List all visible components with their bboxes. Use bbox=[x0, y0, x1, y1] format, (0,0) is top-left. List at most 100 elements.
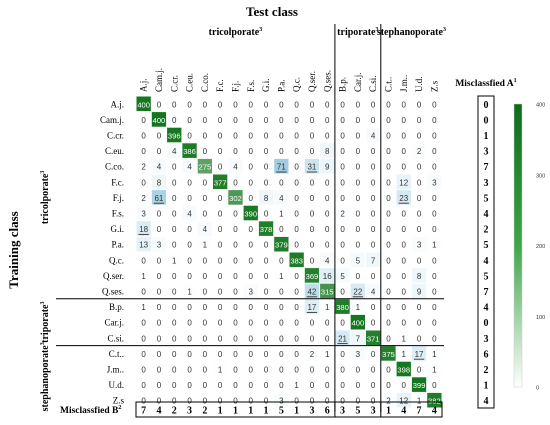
cell-value: 386 bbox=[183, 147, 196, 156]
cell-value: 0 bbox=[249, 366, 254, 375]
heatmap-cell bbox=[304, 252, 320, 268]
heatmap-cell bbox=[304, 314, 320, 330]
row-group-label: tricolporate3 bbox=[40, 171, 51, 225]
heatmap-cell bbox=[366, 392, 381, 408]
misclassified-a-value: 2 bbox=[484, 365, 489, 376]
heatmap-cell bbox=[136, 158, 151, 174]
heatmap-cell bbox=[411, 268, 427, 283]
cell-value: 0 bbox=[417, 319, 422, 328]
heatmap-cell bbox=[335, 174, 350, 190]
cell-value: 0 bbox=[356, 132, 361, 141]
misclassified-a-value: 1 bbox=[484, 381, 489, 392]
cell-value: 0 bbox=[218, 350, 223, 359]
heatmap-cell bbox=[289, 236, 304, 252]
heatmap-cell bbox=[289, 174, 304, 190]
heatmap-cell bbox=[258, 127, 274, 143]
cell-value: 0 bbox=[233, 147, 238, 156]
heatmap-cell bbox=[304, 127, 320, 143]
cell-value: 0 bbox=[279, 350, 284, 359]
heatmap-cell bbox=[274, 221, 289, 236]
heatmap-cell bbox=[411, 221, 427, 236]
cell-value: 0 bbox=[386, 116, 391, 125]
heatmap-cell bbox=[411, 174, 427, 190]
heatmap-cell bbox=[228, 96, 243, 112]
cell-value: 0 bbox=[386, 256, 391, 265]
heatmap-cell bbox=[396, 205, 411, 221]
heatmap-cell bbox=[151, 283, 167, 299]
heatmap-cell bbox=[350, 127, 365, 143]
cell-value: 0 bbox=[218, 319, 223, 328]
cell-value: 0 bbox=[141, 288, 146, 297]
cell-value: 0 bbox=[218, 381, 223, 390]
row-label: F.s. bbox=[112, 209, 124, 219]
heatmap-cell bbox=[213, 112, 228, 127]
cell-value: 0 bbox=[203, 256, 208, 265]
heatmap-cell bbox=[320, 314, 335, 330]
cell-value: 0 bbox=[264, 397, 269, 406]
cell-value: 0 bbox=[157, 225, 162, 234]
cell-value: 0 bbox=[402, 381, 407, 390]
cell-value: 0 bbox=[157, 397, 162, 406]
cell-value: 0 bbox=[417, 116, 422, 125]
heatmap-cell bbox=[396, 236, 411, 252]
misclassified-a-value: 7 bbox=[484, 162, 489, 173]
cell-value: 0 bbox=[402, 256, 407, 265]
heatmap-cell bbox=[151, 392, 167, 408]
heatmap-cell bbox=[243, 252, 258, 268]
heatmap-cell bbox=[213, 174, 228, 190]
heatmap-cell bbox=[274, 96, 289, 112]
cell-value: 12 bbox=[399, 178, 408, 187]
heatmap-cell bbox=[335, 392, 350, 408]
cell-value: 8 bbox=[417, 272, 422, 281]
heatmap-cell bbox=[151, 158, 167, 174]
heatmap-cell bbox=[335, 361, 350, 377]
heatmap-cell bbox=[396, 377, 411, 392]
cell-value: 0 bbox=[340, 194, 345, 203]
cell-value: 0 bbox=[172, 381, 177, 390]
heatmap-cell bbox=[228, 158, 243, 174]
cell-value: 0 bbox=[157, 303, 162, 312]
cell-value: 0 bbox=[203, 210, 208, 219]
heatmap-cell bbox=[381, 283, 396, 299]
cell-value: 0 bbox=[386, 319, 391, 328]
heatmap-cell bbox=[350, 143, 365, 158]
cell-value: 0 bbox=[249, 225, 254, 234]
cell-value: 0 bbox=[279, 366, 284, 375]
heatmap-cell bbox=[167, 205, 182, 221]
cell-value: 0 bbox=[340, 147, 345, 156]
heatmap-cell bbox=[396, 346, 411, 361]
cell-value: 0 bbox=[203, 366, 208, 375]
heatmap-cell bbox=[151, 314, 167, 330]
cell-value: 3 bbox=[157, 241, 162, 250]
heatmap-cell bbox=[411, 158, 427, 174]
heatmap-cell bbox=[411, 205, 427, 221]
heatmap-cell bbox=[411, 252, 427, 268]
column-label: Q.ses. bbox=[322, 70, 332, 92]
heatmap-cell bbox=[289, 314, 304, 330]
cell-value: 0 bbox=[340, 350, 345, 359]
cell-value: 0 bbox=[294, 288, 299, 297]
heatmap-cell bbox=[411, 330, 427, 346]
heatmap-cell bbox=[350, 377, 365, 392]
cell-value: 0 bbox=[233, 116, 238, 125]
heatmap-cell bbox=[381, 205, 396, 221]
heatmap-cell bbox=[304, 158, 320, 174]
heatmap-cell bbox=[350, 112, 365, 127]
cell-value: 369 bbox=[306, 272, 319, 281]
misclassified-b-label: Misclassfied B2 bbox=[60, 405, 121, 416]
cell-value: 0 bbox=[233, 303, 238, 312]
heatmap-cell bbox=[304, 221, 320, 236]
cell-value: 0 bbox=[402, 100, 407, 109]
heatmap-cell bbox=[381, 330, 396, 346]
colorbar-gradient bbox=[513, 103, 523, 388]
cell-value: 0 bbox=[371, 241, 376, 250]
cell-value: 0 bbox=[356, 366, 361, 375]
cell-value: 371 bbox=[367, 334, 380, 343]
cell-value: 0 bbox=[340, 256, 345, 265]
heatmap-cell bbox=[427, 361, 442, 377]
heatmap-cell bbox=[411, 143, 427, 158]
heatmap-cell bbox=[350, 361, 365, 377]
cell-value: 1 bbox=[141, 272, 146, 281]
cell-value: 0 bbox=[279, 303, 284, 312]
cell-value: 0 bbox=[371, 366, 376, 375]
